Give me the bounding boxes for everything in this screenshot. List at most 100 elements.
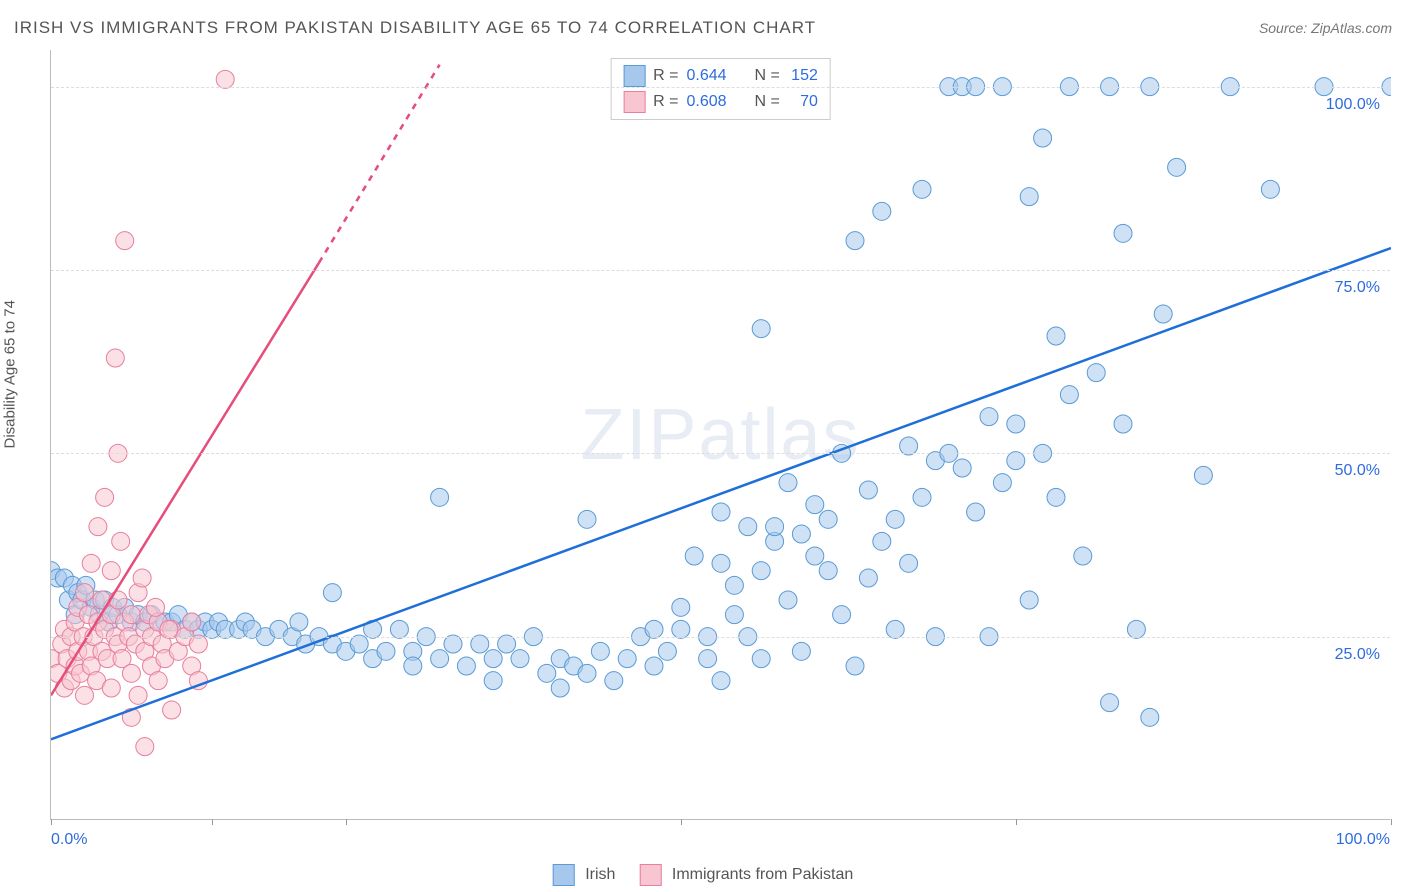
- scatter-point-blue: [819, 510, 837, 528]
- scatter-point-blue: [792, 525, 810, 543]
- scatter-point-pink: [96, 488, 114, 506]
- scatter-point-blue: [779, 474, 797, 492]
- scatter-point-pink: [136, 738, 154, 756]
- legend-row-pink: R = 0.608 N = 70: [623, 89, 818, 115]
- scatter-point-blue: [846, 232, 864, 250]
- scatter-point-blue: [1261, 180, 1279, 198]
- scatter-point-blue: [685, 547, 703, 565]
- scatter-point-blue: [1154, 305, 1172, 323]
- scatter-point-blue: [953, 459, 971, 477]
- scatter-point-blue: [350, 635, 368, 653]
- scatter-point-blue: [712, 503, 730, 521]
- scatter-point-blue: [290, 613, 308, 631]
- scatter-point-blue: [779, 591, 797, 609]
- scatter-point-blue: [511, 650, 529, 668]
- scatter-point-pink: [76, 584, 94, 602]
- scatter-point-pink: [149, 672, 167, 690]
- x-tick: [1016, 819, 1017, 825]
- scatter-point-pink: [160, 620, 178, 638]
- trend-line: [51, 248, 1391, 739]
- scatter-point-blue: [886, 620, 904, 638]
- scatter-point-pink: [147, 598, 165, 616]
- y-tick-label: 75.0%: [1335, 279, 1380, 297]
- scatter-point-blue: [833, 606, 851, 624]
- scatter-point-blue: [605, 672, 623, 690]
- scatter-point-blue: [404, 657, 422, 675]
- scatter-point-blue: [712, 554, 730, 572]
- scatter-point-pink: [116, 232, 134, 250]
- legend-swatch-pink: [623, 91, 645, 113]
- scatter-point-blue: [886, 510, 904, 528]
- scatter-point-blue: [873, 532, 891, 550]
- scatter-point-blue: [431, 650, 449, 668]
- scatter-point-pink: [109, 591, 127, 609]
- scatter-point-blue: [658, 642, 676, 660]
- scatter-point-blue: [1047, 488, 1065, 506]
- scatter-point-blue: [712, 672, 730, 690]
- scatter-point-blue: [618, 650, 636, 668]
- scatter-point-blue: [1087, 364, 1105, 382]
- scatter-point-blue: [1060, 386, 1078, 404]
- scatter-point-blue: [578, 664, 596, 682]
- correlation-legend: R = 0.644 N = 152 R = 0.608 N = 70: [610, 58, 831, 120]
- scatter-point-blue: [819, 562, 837, 580]
- scatter-point-blue: [1114, 415, 1132, 433]
- scatter-point-blue: [431, 488, 449, 506]
- scatter-point-pink: [189, 635, 207, 653]
- gridline: [51, 87, 1390, 88]
- chart-container: IRISH VS IMMIGRANTS FROM PAKISTAN DISABI…: [0, 0, 1406, 892]
- legend-row-blue: R = 0.644 N = 152: [623, 63, 818, 89]
- y-tick-label: 25.0%: [1335, 646, 1380, 664]
- scatter-point-blue: [323, 584, 341, 602]
- scatter-point-blue: [993, 474, 1011, 492]
- scatter-point-blue: [1194, 466, 1212, 484]
- scatter-point-pink: [163, 701, 181, 719]
- scatter-point-blue: [1168, 158, 1186, 176]
- scatter-point-pink: [216, 70, 234, 88]
- scatter-point-pink: [106, 349, 124, 367]
- scatter-point-blue: [1007, 452, 1025, 470]
- legend-n-label: N =: [755, 93, 780, 111]
- x-tick: [681, 819, 682, 825]
- legend-swatch-blue: [623, 65, 645, 87]
- scatter-point-pink: [102, 562, 120, 580]
- scatter-point-pink: [129, 686, 147, 704]
- scatter-point-blue: [672, 598, 690, 616]
- scatter-point-blue: [498, 635, 516, 653]
- scatter-point-blue: [699, 650, 717, 668]
- legend-n-label: N =: [755, 67, 780, 85]
- scatter-point-blue: [484, 650, 502, 668]
- x-tick: [51, 819, 52, 825]
- scatter-point-blue: [873, 202, 891, 220]
- scatter-point-blue: [900, 437, 918, 455]
- scatter-point-pink: [89, 518, 107, 536]
- scatter-point-blue: [1074, 547, 1092, 565]
- scatter-point-blue: [457, 657, 475, 675]
- scatter-point-blue: [1034, 129, 1052, 147]
- scatter-point-blue: [846, 657, 864, 675]
- legend-swatch-irish: [553, 864, 575, 886]
- legend-swatch-pakistan: [639, 864, 661, 886]
- scatter-point-blue: [859, 569, 877, 587]
- gridline: [51, 637, 1390, 638]
- scatter-point-blue: [806, 496, 824, 514]
- x-tick: [346, 819, 347, 825]
- source-attribution: Source: ZipAtlas.com: [1259, 20, 1392, 36]
- scatter-point-blue: [538, 664, 556, 682]
- header: IRISH VS IMMIGRANTS FROM PAKISTAN DISABI…: [14, 18, 1392, 38]
- scatter-point-blue: [739, 518, 757, 536]
- scatter-point-blue: [725, 576, 743, 594]
- scatter-point-blue: [980, 408, 998, 426]
- series-legend: Irish Immigrants from Pakistan: [553, 864, 854, 886]
- scatter-point-blue: [1020, 591, 1038, 609]
- x-tick: [1391, 819, 1392, 825]
- scatter-point-blue: [1127, 620, 1145, 638]
- chart-title: IRISH VS IMMIGRANTS FROM PAKISTAN DISABI…: [14, 18, 816, 38]
- scatter-point-blue: [672, 620, 690, 638]
- scatter-point-blue: [444, 635, 462, 653]
- scatter-point-blue: [859, 481, 877, 499]
- scatter-point-blue: [645, 657, 663, 675]
- legend-item-pakistan: Immigrants from Pakistan: [639, 864, 853, 886]
- scatter-point-blue: [806, 547, 824, 565]
- plot-area: ZIPatlas R = 0.644 N = 152 R = 0.608 N =…: [50, 50, 1390, 820]
